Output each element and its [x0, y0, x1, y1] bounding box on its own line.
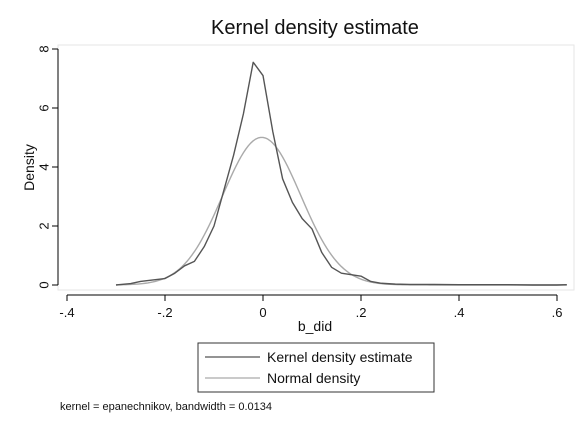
y-axis-label: Density [21, 144, 37, 191]
legend-label-kernel-density: Kernel density estimate [267, 349, 413, 365]
chart-title: Kernel density estimate [211, 17, 419, 39]
legend-box [197, 342, 435, 393]
x-tick-label: .2 [356, 305, 367, 320]
x-axis-label: b_did [298, 318, 332, 334]
kernel-density-line [115, 61, 567, 286]
y-tick-label: 6 [36, 104, 51, 111]
x-tick-label: -.2 [157, 305, 172, 320]
y-axis: 0 2 4 6 8 [36, 45, 59, 289]
y-tick-label: 8 [36, 45, 51, 52]
x-axis: -.4 -.2 0 .2 .4 .6 [59, 294, 563, 320]
x-tick-label: 0 [259, 305, 266, 320]
chart-note: kernel = epanechnikov, bandwidth = 0.013… [60, 401, 272, 413]
x-tick-label: .4 [454, 305, 465, 320]
y-tick-label: 2 [36, 222, 51, 229]
x-tick-label: .6 [552, 305, 563, 320]
y-tick-label: 4 [36, 163, 51, 170]
legend-label-normal-density: Normal density [267, 370, 360, 386]
y-tick-label: 0 [36, 281, 51, 288]
x-tick-label: -.4 [59, 305, 74, 320]
plot-region-frame [57, 44, 575, 291]
legend: Kernel density estimate Normal density [197, 342, 435, 393]
plot-lines [115, 61, 567, 286]
normal-density-line [115, 136, 567, 286]
